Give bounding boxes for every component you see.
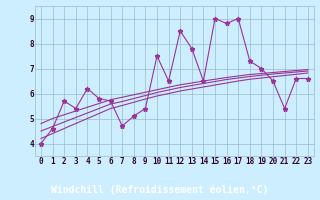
Text: Windchill (Refroidissement éolien,°C): Windchill (Refroidissement éolien,°C) [51,184,269,195]
